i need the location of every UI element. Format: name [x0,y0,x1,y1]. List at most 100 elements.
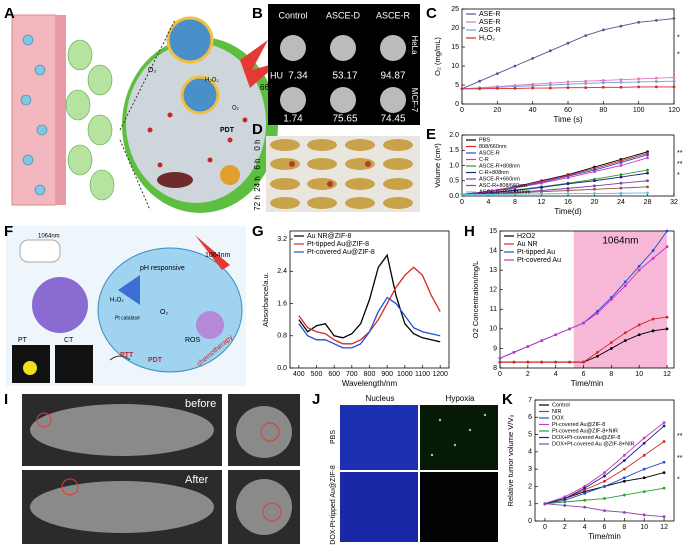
label: O₂ [160,309,168,316]
data-point [637,333,641,337]
zoom-line [119,19,176,131]
data-point [622,476,626,480]
label: ROS [185,337,201,344]
hypoxia-image [420,405,498,470]
data-point [478,87,482,91]
time-label: 24 h [253,176,262,192]
y-tick-label: 4 [528,449,532,456]
data-point [568,360,571,364]
organelle [220,165,240,185]
data-point [513,192,517,196]
panel-label: E [426,126,436,143]
data-point [548,86,552,90]
data-point [662,515,666,519]
column-label: Nucleus [366,394,395,403]
y-axis-label: Absorbance/a.u. [261,272,270,327]
data-point [601,79,605,82]
legend-label: ASCE-R+660nm [479,176,520,182]
data-point [566,182,570,186]
data-point [540,181,543,185]
panel-label: B [252,5,263,22]
x-tick-label: 120 [668,107,680,114]
y-tick-label: 9 [493,345,497,352]
label: PDT [220,127,235,134]
hu-value: 94.87 [380,71,405,82]
y-tick-label: 3.2 [277,236,287,243]
data-point [662,471,666,474]
data-point [651,249,655,252]
data-point [665,229,669,233]
label: O₂ [148,67,156,74]
data-point [531,84,535,88]
data-point [637,80,641,84]
data-point [478,79,482,83]
data-point [498,360,502,364]
nanoparticle [180,75,220,115]
column-label: ASCE-D [326,10,361,20]
mouse [19,239,61,263]
label: before [185,398,216,410]
x-axis-label: Time (s) [553,115,582,124]
data-point [513,64,517,68]
data-point [603,509,606,513]
x-axis-label: Time(d) [554,207,582,216]
data-point [593,184,596,188]
data-point [623,284,627,288]
data-point [637,77,641,81]
row-label: PBS [330,430,337,444]
data-point [603,479,606,483]
y-tick-label: 1 [528,501,532,508]
label: CT [64,337,74,344]
data-point [637,264,641,268]
series-line [298,296,441,349]
data-point [637,323,641,327]
x-tick-label: 8 [622,524,626,531]
legend-label: DOX [552,415,564,421]
time-label: 0 h [253,139,262,150]
data-point [548,49,552,53]
data-point [622,467,626,471]
data-point [584,79,588,83]
y-tick-label: 10 [489,326,497,333]
data-point [672,17,676,20]
panel-d: 0 h 6 h 24 h 72 h [253,136,420,212]
x-tick-label: 32 [670,199,678,206]
data-point [637,20,641,24]
column-label: Hypoxia [446,394,475,403]
data-point [513,87,517,90]
legend-label: ASCE-R [479,150,500,156]
y-tick-label: 12 [489,287,497,294]
panel-label: D [252,121,263,138]
data-point [563,497,567,500]
data-point [603,474,606,478]
legend-label: Au NR@ZIF-8 [307,233,352,240]
y-tick-label: 11 [490,306,497,313]
x-tick-label: 4 [554,371,558,378]
legend-label: H2O2 [517,233,535,240]
x-tick-label: 24 [617,199,625,206]
y-tick-label: 14 [489,247,497,254]
data-point [672,79,676,83]
y-tick-label: 25 [451,6,459,13]
body-outline [30,404,292,535]
data-point [498,356,502,360]
data-point [619,78,623,82]
x-tick-label: 20 [591,199,599,206]
y-tick-label: 10 [451,63,459,70]
data-point [646,156,649,160]
y-tick-label: 5 [455,82,459,89]
data-point [642,441,646,445]
vessel-wall [56,15,66,205]
data-point [593,170,596,174]
y-tick-label: 2.4 [277,268,287,275]
data-point [566,192,570,195]
y-tick-label: 1.5 [449,147,459,154]
hu-value: 53.17 [332,71,357,82]
label: 1064nm [38,234,60,240]
row-label: HeLa [410,35,419,55]
tumor [32,277,88,333]
annotation: * [677,34,680,41]
data-point [583,491,587,495]
y-tick-label: 13 [489,267,497,274]
x-tick-label: 10 [635,371,643,378]
